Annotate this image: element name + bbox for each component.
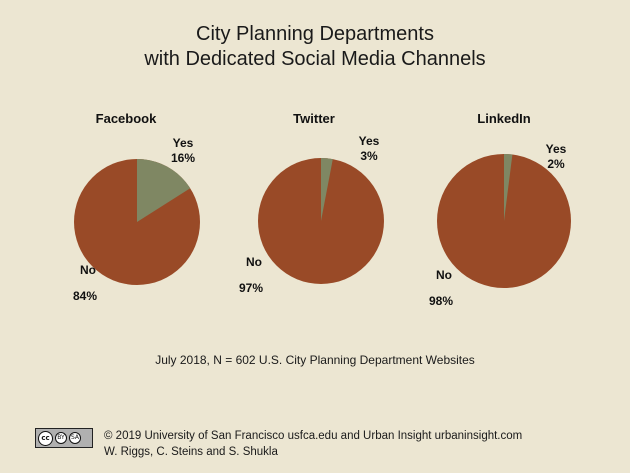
label-yes: Yes <box>359 134 380 148</box>
footer: © 2019 University of San Francisco usfca… <box>104 428 522 460</box>
value-yes: 2% <box>547 157 565 171</box>
label-yes: Yes <box>546 142 567 156</box>
creative-commons-badge: cc BY SA <box>35 428 93 448</box>
label-yes: Yes <box>173 136 194 150</box>
value-yes: 3% <box>360 149 378 163</box>
label-no: No <box>80 263 96 277</box>
value-no: 97% <box>239 281 263 295</box>
slice-yes <box>504 154 513 221</box>
chart-title: City Planning Departments with Dedicated… <box>0 22 630 72</box>
pie-title: Facebook <box>96 111 157 126</box>
slice-yes <box>321 158 333 221</box>
pie-title: LinkedIn <box>477 111 531 126</box>
by-icon: BY <box>55 432 67 444</box>
data-note: July 2018, N = 602 U.S. City Planning De… <box>155 353 475 367</box>
slice-yes <box>137 159 191 222</box>
value-no: 98% <box>429 294 453 308</box>
value-no: 84% <box>73 289 97 303</box>
label-no: No <box>436 268 452 282</box>
title-line-2: with Dedicated Social Media Channels <box>144 48 486 70</box>
footer-copyright: © 2019 University of San Francisco usfca… <box>104 430 523 442</box>
value-yes: 16% <box>171 151 195 165</box>
sa-icon: SA <box>69 432 81 444</box>
cc-icon: cc <box>38 430 53 446</box>
title-line-1: City Planning Departments <box>196 23 434 45</box>
pie-title: Twitter <box>293 111 335 126</box>
footer-authors: W. Riggs, C. Steins and S. Shukla <box>104 446 278 458</box>
label-no: No <box>246 255 262 269</box>
